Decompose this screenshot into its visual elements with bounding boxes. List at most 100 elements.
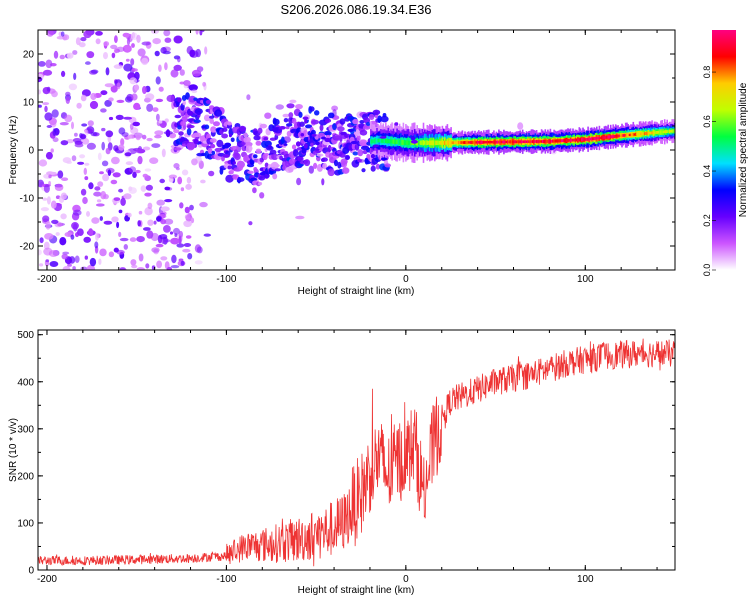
- spectrogram-cell: [390, 139, 392, 144]
- spectrogram-cell: [474, 140, 476, 144]
- spectrogram-cell: [345, 155, 350, 160]
- spectrogram-cell: [543, 139, 545, 143]
- x-tick-label: -100: [216, 574, 236, 585]
- spectrogram-cell: [352, 151, 359, 156]
- spectrogram-cell: [211, 150, 216, 156]
- spectrogram-cell: [437, 140, 440, 145]
- snr-xlabel: Height of straight line (km): [298, 585, 415, 596]
- spectrogram-cell: [135, 134, 141, 141]
- spectrogram-cell: [420, 140, 422, 146]
- spectrogram-cell: [446, 140, 449, 145]
- spectrogram-cell: [238, 165, 243, 171]
- spectrogram-cell: [332, 123, 337, 131]
- spectrogram-cell: [255, 140, 262, 146]
- spectrogram-cell: [186, 128, 192, 136]
- spectrogram-cell: [377, 138, 380, 143]
- spectrogram-cell: [410, 140, 412, 146]
- spectrogram-cell: [110, 85, 118, 93]
- spectrogram-cell: [83, 236, 91, 243]
- spectrogram-cell: [237, 177, 245, 182]
- spectrogram-cell: [663, 130, 666, 134]
- spectrogram-cell: [427, 140, 430, 145]
- spectrogram-cell: [208, 170, 215, 177]
- spectrogram-cell: [224, 142, 232, 148]
- spectrogram-cell: [337, 161, 342, 169]
- spectrogram-cell: [195, 30, 199, 35]
- spectrogram-cell: [576, 138, 578, 142]
- spectrogram-cell: [616, 134, 618, 138]
- spectrogram-cell: [619, 134, 622, 137]
- spectrogram-cell: [480, 140, 483, 144]
- spectrogram-cell: [118, 127, 126, 135]
- spectrogram-cell: [49, 261, 59, 267]
- spectrogram-cell: [450, 140, 452, 145]
- spectrogram-cell: [555, 139, 558, 143]
- spectrogram-cell: [182, 248, 191, 253]
- spectrogram-cell: [311, 133, 317, 137]
- spectrogram-cell: [389, 150, 394, 156]
- spectrogram-cell: [289, 99, 297, 104]
- spectrogram-cell: [618, 134, 621, 138]
- spectrogram-cell: [197, 112, 201, 115]
- spectrogram-cell: [126, 38, 131, 46]
- x-tick-label: -200: [37, 274, 57, 285]
- spectrogram-cell: [385, 138, 387, 144]
- spectrogram-cell: [259, 123, 267, 129]
- spectrogram-cell: [525, 140, 528, 143]
- spectrogram-cell: [158, 86, 164, 92]
- spectrogram-cell: [424, 140, 426, 145]
- spectrogram-cell: [82, 196, 88, 205]
- spectrogram-cell: [613, 134, 616, 138]
- spectrogram-cell: [191, 158, 198, 166]
- spectrogram-cell: [81, 123, 88, 127]
- spectrogram-cell: [188, 110, 194, 116]
- spectrogram-cell: [498, 140, 500, 144]
- spectrogram-cell: [104, 83, 114, 88]
- spectrogram-cell: [266, 145, 274, 151]
- spectrogram-cell: [160, 47, 167, 54]
- spectrogram-cell: [248, 146, 253, 151]
- spectrogram-cell: [221, 133, 229, 139]
- spectrogram-cell: [347, 128, 354, 132]
- spectrogram-cell: [225, 174, 234, 183]
- spectrogram-cell: [339, 118, 346, 125]
- spectrogram-cell: [113, 247, 119, 253]
- spectrogram-cell: [611, 135, 613, 139]
- spectrogram-cell: [519, 140, 521, 144]
- spectrogram-cell: [651, 131, 653, 135]
- spectrogram-cell: [589, 137, 592, 141]
- spectrogram-cell: [45, 59, 53, 69]
- spectrogram-cell: [76, 102, 82, 109]
- spectrogram-cell: [322, 162, 328, 170]
- spectrogram-cell: [168, 174, 177, 179]
- spectrogram-cell: [50, 200, 57, 209]
- spectrogram-cell: [152, 38, 161, 45]
- spectrogram-cell: [327, 168, 335, 177]
- y-tick-label: 20: [23, 50, 35, 61]
- spectrogram-cell: [479, 140, 481, 144]
- spectrogram-cell: [296, 177, 302, 186]
- spectrogram-cell: [142, 134, 147, 140]
- spectrogram-cell: [142, 173, 148, 178]
- spectrogram-cell: [123, 244, 128, 250]
- spectrogram-cell: [59, 122, 69, 126]
- spectrogram-cell: [400, 140, 402, 145]
- spectrogram-cell: [272, 163, 280, 168]
- spectrogram-cell: [89, 100, 99, 110]
- spectrogram-cell: [431, 140, 434, 146]
- spectrogram-cell: [564, 139, 567, 142]
- spectrogram-cell: [493, 140, 495, 144]
- spectrogram-cell: [503, 140, 505, 144]
- spectrogram-cell: [133, 102, 141, 110]
- spectrogram-cell: [291, 144, 297, 150]
- spectrogram-cell: [108, 251, 115, 258]
- spectrogram-cell: [495, 140, 498, 144]
- spectrogram-cell: [227, 121, 232, 126]
- colorbar-label: Normalized spectral amplitude: [738, 82, 749, 217]
- spectrogram-cell: [107, 169, 112, 176]
- snr-ylabel: SNR (10 * v/v): [8, 418, 19, 482]
- spectrogram-cell: [131, 43, 135, 48]
- spectrogram-cell: [263, 173, 270, 179]
- spectrogram-cell: [623, 134, 626, 137]
